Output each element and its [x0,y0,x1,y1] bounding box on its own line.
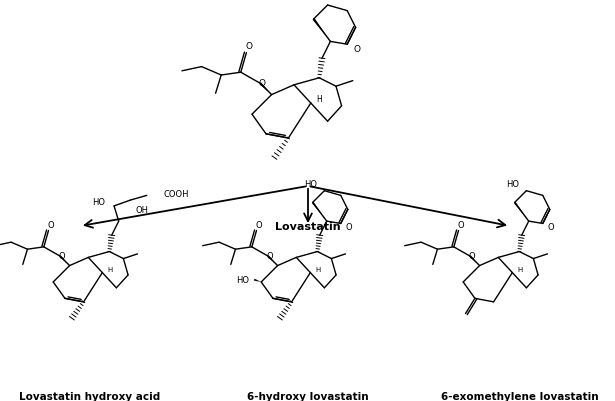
Text: Lovastatin: Lovastatin [275,221,341,231]
Text: HO: HO [92,197,105,206]
Text: H: H [316,95,322,104]
Text: O: O [458,221,464,229]
Text: OH: OH [135,205,148,215]
Text: O: O [58,251,65,260]
Text: H: H [315,266,320,272]
Polygon shape [312,19,330,42]
Text: O: O [547,223,554,232]
Text: HO: HO [304,180,317,189]
Text: O: O [258,78,265,87]
Polygon shape [254,279,261,282]
Text: HO: HO [237,275,250,284]
Text: O: O [47,221,54,229]
Text: COOH: COOH [163,189,189,198]
Text: 6-exomethylene lovastatin: 6-exomethylene lovastatin [441,391,599,401]
Text: H: H [517,266,522,272]
Text: O: O [266,251,272,260]
Text: O: O [468,251,475,260]
Text: HO: HO [506,180,519,189]
Polygon shape [514,202,529,222]
Text: O: O [246,42,253,51]
Polygon shape [260,83,272,95]
Text: Lovastatin hydroxy acid: Lovastatin hydroxy acid [20,391,161,401]
Text: 6-hydroxy lovastatin: 6-hydroxy lovastatin [247,391,369,401]
Polygon shape [268,256,277,266]
Text: H: H [107,266,113,272]
Polygon shape [469,256,480,266]
Text: O: O [346,223,352,232]
Text: HO: HO [306,0,319,2]
Polygon shape [312,202,327,222]
Polygon shape [60,256,69,266]
Text: O: O [256,221,262,229]
Text: O: O [354,45,360,54]
